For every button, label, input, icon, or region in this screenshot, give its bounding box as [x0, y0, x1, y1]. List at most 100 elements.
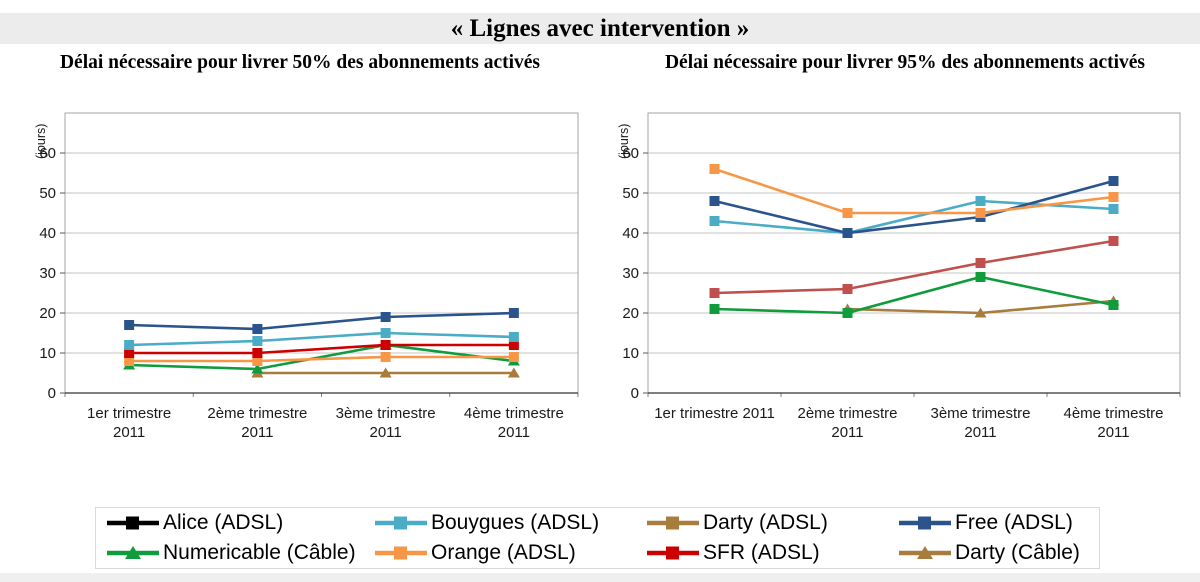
legend-swatch-square	[375, 546, 427, 560]
data-point-square	[124, 356, 135, 366]
data-point-square	[252, 348, 263, 358]
x-category-label: 3ème trimestre	[930, 405, 1030, 422]
data-point-square	[709, 304, 720, 314]
x-category-label: 2011	[1097, 424, 1129, 441]
data-point-square	[1108, 204, 1119, 214]
y-tick-label: 10	[39, 345, 56, 362]
legend-swatch-square	[375, 516, 427, 530]
data-point-square	[975, 196, 986, 206]
chart-50pct: 0 10 20 30 40 50 60 1er trimestre 2011 2ème trime…	[34, 112, 579, 441]
legend-square-marker	[126, 516, 139, 530]
legend-swatch-triangle	[899, 546, 951, 559]
series-line-Orange (ADSL)	[129, 355, 514, 363]
y-axis-label: (jours)	[617, 124, 631, 159]
data-point-square	[1108, 236, 1119, 246]
data-point-square	[124, 348, 135, 358]
legend-label: Darty (ADSL)	[703, 511, 828, 534]
page-title: « Lignes avec intervention »	[450, 15, 750, 42]
legend-square-marker	[666, 546, 679, 560]
data-point-square	[380, 340, 391, 350]
legend-label: SFR (ADSL)	[703, 541, 820, 564]
data-point-square	[842, 284, 853, 294]
legend-square-marker	[394, 546, 407, 560]
legend-item: Darty (ADSL)	[646, 511, 898, 535]
data-point-square	[380, 328, 391, 338]
plot-border	[647, 112, 1181, 394]
legend-label: Darty (Câble)	[955, 541, 1080, 564]
y-tick-label: 60	[622, 145, 639, 162]
bottom-strip	[0, 573, 1200, 582]
legend-label: Numericable (Câble)	[163, 541, 356, 564]
data-point-square	[508, 332, 519, 342]
data-point-square	[842, 308, 853, 318]
y-tick-label: 60	[39, 145, 56, 162]
data-point-square	[380, 352, 391, 362]
data-point-square	[252, 356, 263, 366]
series-line-SFR (ADSL)	[129, 343, 514, 355]
series-line-Orange (ADSL)	[714, 167, 1114, 215]
data-point-square	[508, 308, 519, 318]
y-tick-label: 30	[39, 265, 56, 282]
x-category-label: 3ème trimestre	[336, 405, 436, 422]
legend-label: Orange (ADSL)	[431, 541, 576, 564]
legend-item: Orange (ADSL)	[374, 541, 646, 565]
chart-95pct: 0 10 20 30 40 50 60 1er trimestre 2011 2ème trim…	[617, 112, 1181, 441]
data-point-square	[124, 340, 135, 350]
y-tick-label: 40	[39, 225, 56, 242]
x-category-label: 2011	[241, 424, 273, 441]
data-point-square	[252, 336, 263, 346]
data-point-square	[842, 208, 853, 218]
legend-item: Bouygues (ADSL)	[374, 511, 646, 535]
y-tick-label: 50	[39, 185, 56, 202]
data-point-square	[508, 352, 519, 362]
legend-item: Numericable (Câble)	[106, 541, 374, 565]
series-line-Free (ADSL)	[129, 311, 514, 331]
x-category-label: 2ème trimestre	[797, 405, 897, 422]
chart-legend: Alice (ADSL) Bouygues (ADSL) Darty (ADSL) F…	[95, 507, 1100, 569]
series-line-Numericable (Câble)	[714, 275, 1114, 315]
legend-swatch-square	[647, 516, 699, 530]
series-line-Free (ADSL)	[714, 179, 1114, 235]
data-point-square	[975, 258, 986, 268]
series-line-Bouygues (ADSL)	[129, 331, 514, 347]
series-line-SFR (ADSL)	[714, 239, 1114, 295]
x-category-label: 2011	[113, 424, 145, 441]
data-point-square	[975, 208, 986, 218]
legend-square-marker	[918, 516, 931, 530]
data-point-square	[842, 228, 853, 238]
y-tick-label: 30	[622, 265, 639, 282]
data-point-triangle	[251, 363, 264, 374]
data-point-square	[709, 288, 720, 298]
x-category-label: 4ème trimestre	[464, 405, 564, 422]
x-category-label: 1er trimestre	[87, 405, 171, 422]
y-tick-label: 20	[39, 305, 56, 322]
data-point-square	[1108, 192, 1119, 202]
data-point-triangle	[507, 367, 520, 378]
legend-square-marker	[394, 516, 407, 530]
data-point-square	[252, 324, 263, 334]
data-point-square	[709, 164, 720, 174]
y-tick-label: 20	[622, 305, 639, 322]
y-tick-label: 50	[622, 185, 639, 202]
data-point-triangle	[379, 367, 392, 378]
title-band: « Lignes avec intervention »	[0, 13, 1200, 44]
x-category-label: 4ème trimestre	[1063, 405, 1163, 422]
data-point-square	[1108, 300, 1119, 310]
chart-title-50pct: Délai nécessaire pour livrer 50% des abo…	[59, 52, 541, 73]
chart-title-95pct: Délai nécessaire pour livrer 95% des abo…	[664, 52, 1146, 73]
data-point-square	[380, 312, 391, 322]
y-tick-label: 0	[48, 385, 56, 402]
series-line-Numericable (Câble)	[129, 343, 515, 371]
x-category-label: 1er trimestre 2011	[654, 405, 775, 422]
x-category-label: 2011	[369, 424, 401, 441]
x-category-label: 2011	[498, 424, 530, 441]
legend-swatch-triangle	[107, 546, 159, 559]
legend-square-marker	[666, 516, 679, 530]
x-category-label: 2ème trimestre	[207, 405, 307, 422]
y-tick-label: 40	[622, 225, 639, 242]
series-line-Bouygues (ADSL)	[714, 199, 1114, 235]
x-category-label: 2011	[964, 424, 996, 441]
data-point-triangle	[974, 307, 987, 318]
legend-swatch-square	[647, 546, 699, 560]
legend-item: SFR (ADSL)	[646, 541, 898, 565]
